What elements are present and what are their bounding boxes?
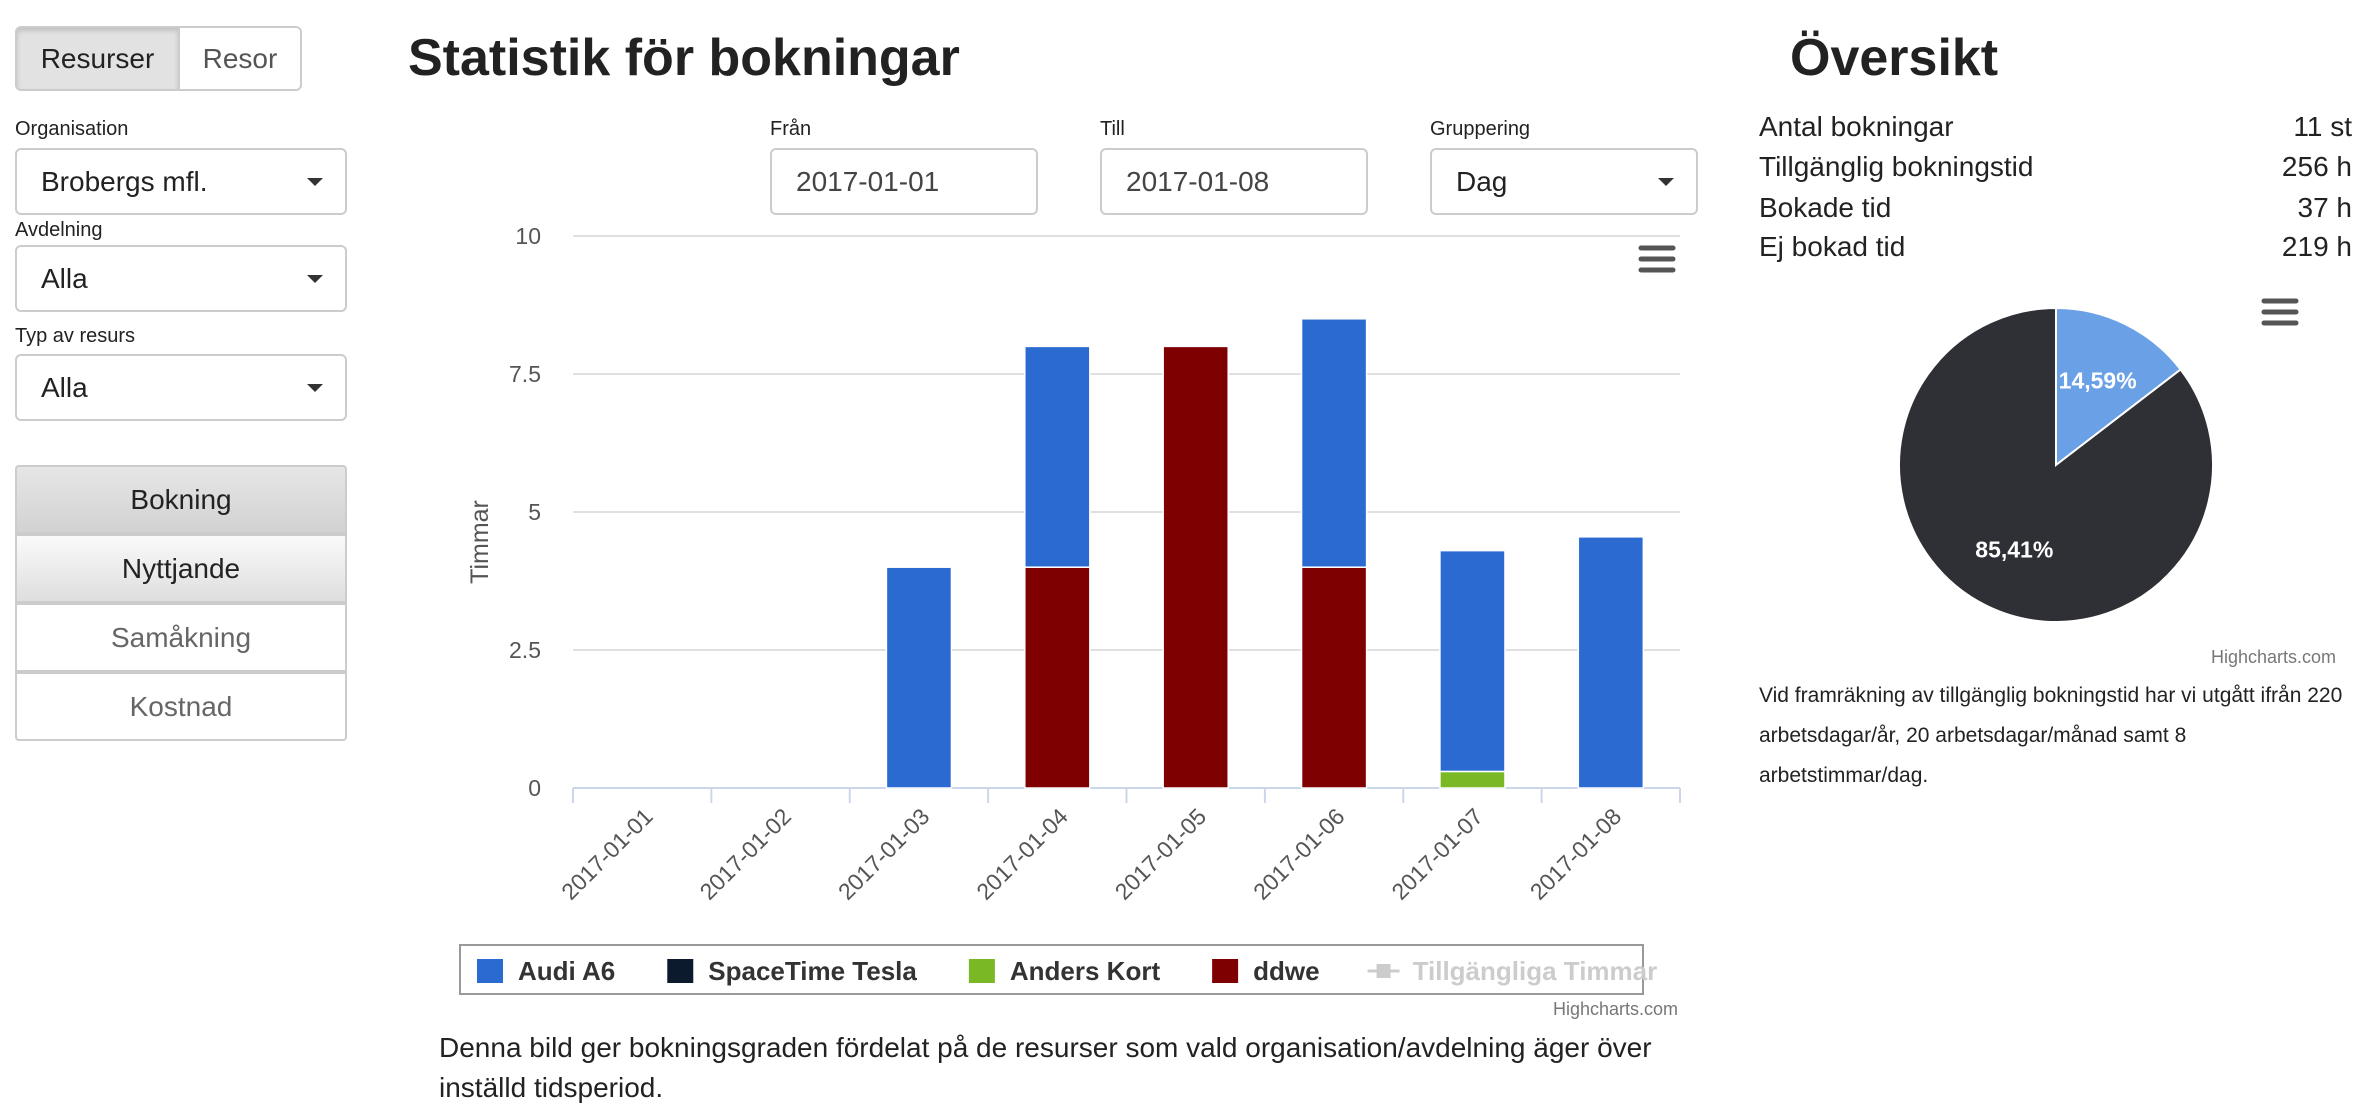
legend-label: SpaceTime Tesla [708, 956, 917, 986]
legend-symbol [1376, 964, 1391, 978]
legend-label: ddwe [1253, 956, 1319, 986]
x-tick-label: 2017-01-08 [1525, 803, 1627, 905]
y-tick-label: 7.5 [509, 361, 541, 387]
row-label: Antal bokningar [1759, 111, 1954, 142]
caret [307, 275, 323, 283]
select[interactable]: Alla [15, 354, 347, 421]
select-value: Dag [1456, 165, 1508, 197]
legend-item[interactable]: Audi A6 [477, 956, 615, 986]
row-label: Ej bokad tid [1759, 231, 1906, 262]
field-label: Organisation [15, 118, 129, 140]
pie-menu-icon[interactable] [2261, 298, 2299, 326]
legend-item[interactable]: Anders Kort [968, 956, 1161, 986]
row-value: 256 h [2281, 151, 2352, 182]
x-tick-label: 2017-01-06 [1248, 803, 1350, 905]
page-title: Statistik för bokningar [408, 29, 960, 87]
x-tick-label: 2017-01-01 [556, 803, 658, 905]
menu-item[interactable]: Kostnad [15, 672, 347, 741]
row-label: Bokade tid [1759, 192, 1892, 223]
legend-symbol [1212, 959, 1239, 983]
select-value: Alla [41, 371, 88, 403]
row-value: 37 h [2297, 192, 2353, 223]
x-tick-label: 2017-01-02 [695, 803, 797, 905]
bar-segment [1439, 770, 1506, 789]
credits: Highcharts.com [2211, 647, 2336, 667]
x-tick-label: 2017-01-03 [833, 803, 935, 905]
row-value: 11 st [2293, 111, 2352, 142]
y-tick-label: 5 [528, 499, 541, 525]
y-axis-title: Timmar [466, 500, 494, 584]
menu-item[interactable]: Samåkning [15, 603, 347, 672]
x-tick-label: 2017-01-07 [1386, 803, 1488, 905]
overview-row: Ej bokad tid 219 h [1759, 231, 2352, 263]
select-value: Alla [41, 262, 88, 294]
legend-symbol [477, 959, 503, 983]
y-tick-label: 2.5 [509, 637, 541, 663]
x-tick-label: 2017-01-05 [1110, 803, 1212, 905]
menu-item[interactable]: Nyttjande [15, 534, 347, 603]
legend-label: Audi A6 [518, 956, 615, 986]
note: Vid framräkning av tillgänglig bokningst… [1759, 684, 2343, 787]
legend-label: Anders Kort [1010, 956, 1161, 986]
legend-item[interactable]: SpaceTime Tesla [667, 956, 917, 986]
date-input[interactable]: 2017-01-01 [770, 148, 1038, 215]
overview-row: Antal bokningar 11 st [1759, 111, 2352, 143]
menu-item[interactable]: Bokning [15, 465, 347, 534]
description: Denna bild ger bokningsgraden fördelat p… [439, 1032, 1652, 1103]
bar-segment [1162, 345, 1229, 789]
overview-title: Översikt [1790, 29, 1999, 87]
legend-symbol [968, 959, 995, 983]
y-tick-label: 10 [515, 223, 541, 249]
field-label: Gruppering [1430, 118, 1531, 140]
field-label: Avdelning [15, 219, 103, 241]
field-label: Typ av resurs [15, 325, 136, 347]
overview-row: Tillgänglig bokningstid 256 h [1759, 151, 2352, 183]
field-label: Till [1100, 118, 1125, 140]
legend-box [459, 944, 1644, 995]
bar-menu-icon[interactable] [1638, 245, 1676, 273]
bar-segment [1024, 345, 1091, 568]
bar-segment [1300, 566, 1368, 789]
select-value: Brobergs mfl. [41, 165, 208, 197]
tab[interactable]: Resor [178, 26, 302, 91]
row-label: Tillgänglig bokningstid [1759, 151, 2034, 182]
bar-segment [1577, 536, 1645, 789]
tab[interactable]: Resurser [15, 26, 180, 91]
legend-item[interactable]: ddwe [1212, 956, 1320, 986]
bar-segment [885, 566, 953, 789]
caret [1658, 178, 1674, 186]
bar-segment [1300, 318, 1368, 568]
legend-item[interactable]: Tillgängliga Timmar [1367, 956, 1658, 986]
legend-symbol [667, 959, 694, 983]
date-input[interactable]: 2017-01-08 [1100, 148, 1368, 215]
select[interactable]: Dag [1430, 148, 1698, 215]
pie-slice [1898, 306, 2214, 623]
pie-slice [2055, 306, 2183, 468]
select[interactable]: Alla [15, 245, 347, 312]
x-tick-label: 2017-01-04 [971, 803, 1073, 905]
y-tick-label: 0 [528, 775, 541, 801]
pie-label: 85,41% [1975, 536, 2053, 562]
overview-row: Bokade tid 37 h [1759, 192, 2352, 224]
row-value: 219 h [2281, 231, 2352, 262]
caret [307, 178, 323, 186]
select[interactable]: Brobergs mfl. [15, 148, 347, 215]
field-label: Från [770, 118, 812, 140]
pie-label: 14,59% [2059, 368, 2137, 394]
bar-segment [1024, 566, 1091, 789]
caret [307, 384, 323, 392]
bar-segment [1439, 549, 1506, 773]
legend-label: Tillgängliga Timmar [1413, 956, 1658, 986]
credits: Highcharts.com [1553, 999, 1678, 1019]
